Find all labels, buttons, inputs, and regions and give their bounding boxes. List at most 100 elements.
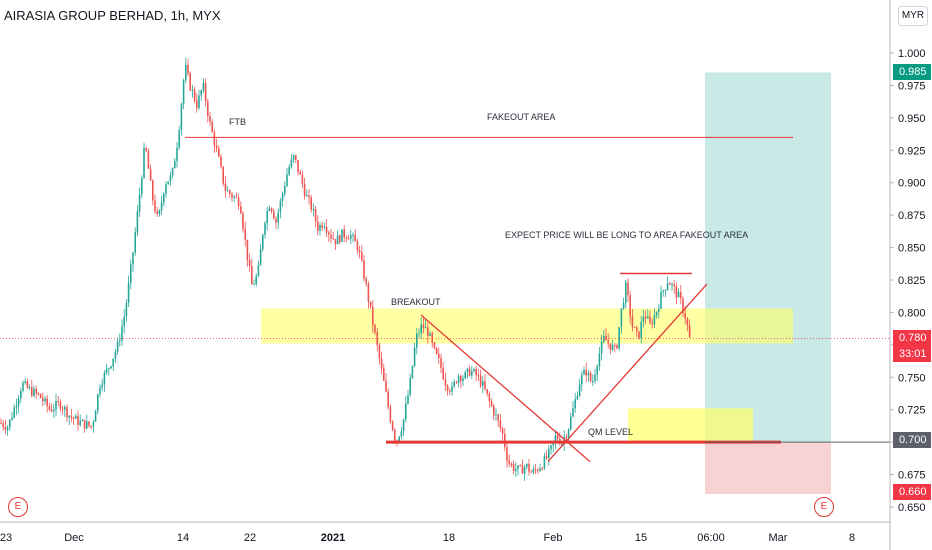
- candle-body: [237, 197, 240, 207]
- candle-body: [633, 327, 636, 329]
- candle-body: [506, 447, 508, 461]
- earnings-marker-right[interactable]: E: [814, 497, 834, 517]
- candle-body: [418, 333, 420, 335]
- candle-body: [103, 372, 106, 385]
- candle-body: [424, 327, 427, 329]
- candle-body: [504, 433, 506, 448]
- candle-body: [182, 80, 185, 105]
- candle-body: [110, 366, 112, 369]
- candle-body: [108, 368, 110, 370]
- candle-body: [259, 249, 262, 266]
- candle-body: [640, 321, 642, 339]
- candle-body: [462, 378, 464, 382]
- candle-body: [336, 235, 339, 245]
- candle-body: [281, 193, 284, 201]
- candle-body: [660, 291, 662, 309]
- candle-body: [380, 358, 383, 369]
- candle-body: [457, 376, 460, 383]
- stop-price-badge: 0.660: [893, 484, 931, 500]
- candle-body: [510, 463, 513, 465]
- time-tick-label: Feb: [544, 532, 563, 544]
- candle-body: [530, 471, 532, 473]
- candle-body: [303, 184, 306, 197]
- candle-body: [649, 316, 651, 323]
- candle-body: [394, 430, 396, 441]
- candle-body: [242, 213, 244, 230]
- price-tick-label: 0.850: [898, 243, 926, 255]
- candle-body: [266, 210, 268, 223]
- candle-body: [174, 160, 176, 169]
- candle-body: [314, 208, 317, 222]
- earnings-marker-left[interactable]: E: [8, 497, 28, 517]
- candle-body: [671, 284, 673, 286]
- candle-body: [22, 382, 24, 391]
- candle-body: [66, 406, 68, 418]
- candle-body: [55, 400, 57, 410]
- candle-body: [431, 333, 433, 343]
- candle-body: [515, 469, 517, 472]
- candle-body: [132, 252, 134, 265]
- candle-body: [163, 193, 165, 203]
- candle-body: [376, 332, 378, 345]
- candle-body: [570, 416, 572, 430]
- candle-body: [631, 316, 634, 328]
- candle-body: [367, 283, 370, 302]
- currency-button[interactable]: MYR: [898, 6, 928, 26]
- breakout-zone: [261, 308, 793, 344]
- candle-body: [497, 414, 499, 421]
- candle-body: [68, 415, 70, 418]
- candle-body: [622, 302, 625, 309]
- candle-body: [581, 374, 583, 385]
- candle-body: [451, 386, 453, 392]
- price-tick-label: 1.000: [898, 48, 926, 60]
- time-tick-label: 23: [0, 532, 12, 544]
- candle-body: [244, 229, 246, 240]
- candle-body: [53, 409, 55, 412]
- price-tick-label: 0.900: [898, 178, 926, 190]
- candle-body: [279, 200, 282, 213]
- candle-body: [86, 421, 88, 429]
- candle-body: [464, 372, 466, 379]
- candle-body: [658, 308, 660, 312]
- candle-body: [479, 375, 482, 386]
- candle-body: [180, 104, 183, 130]
- candle-body: [539, 468, 541, 472]
- candle-body: [438, 353, 440, 359]
- candle-body: [114, 351, 117, 359]
- price-tick-label: 0.875: [898, 210, 926, 222]
- fakeout-label: FAKEOUT AREA: [487, 112, 555, 122]
- candle-body: [385, 380, 387, 392]
- candle-body: [251, 265, 253, 285]
- candle-body: [501, 428, 504, 434]
- candle-body: [521, 465, 524, 474]
- candle-body: [339, 235, 341, 242]
- candle-body: [220, 156, 222, 167]
- candle-body: [512, 464, 515, 472]
- candle-body: [332, 238, 334, 240]
- candle-body: [460, 376, 462, 382]
- candle-body: [471, 371, 473, 376]
- candle-body: [290, 159, 293, 168]
- candle-body: [154, 200, 156, 212]
- candle-body: [387, 391, 389, 407]
- candle-body: [286, 174, 288, 187]
- candle-body: [72, 417, 75, 419]
- candle-body: [9, 419, 11, 428]
- time-tick-label: 22: [244, 532, 256, 544]
- candle-body: [675, 286, 678, 298]
- candle-body: [112, 358, 114, 367]
- candle-body: [138, 194, 141, 212]
- candle-body: [427, 327, 429, 336]
- candle-body: [28, 387, 31, 389]
- candle-body: [64, 406, 66, 410]
- price-tick-label: 0.800: [898, 307, 926, 319]
- ftb-label: FTB: [229, 117, 246, 127]
- candle-body: [156, 211, 158, 214]
- candle-body: [484, 381, 486, 390]
- candle-body: [482, 381, 484, 386]
- time-tick-label: Mar: [769, 532, 788, 544]
- candle-body: [288, 167, 290, 175]
- candle-body: [187, 65, 189, 74]
- candle-body: [589, 372, 592, 382]
